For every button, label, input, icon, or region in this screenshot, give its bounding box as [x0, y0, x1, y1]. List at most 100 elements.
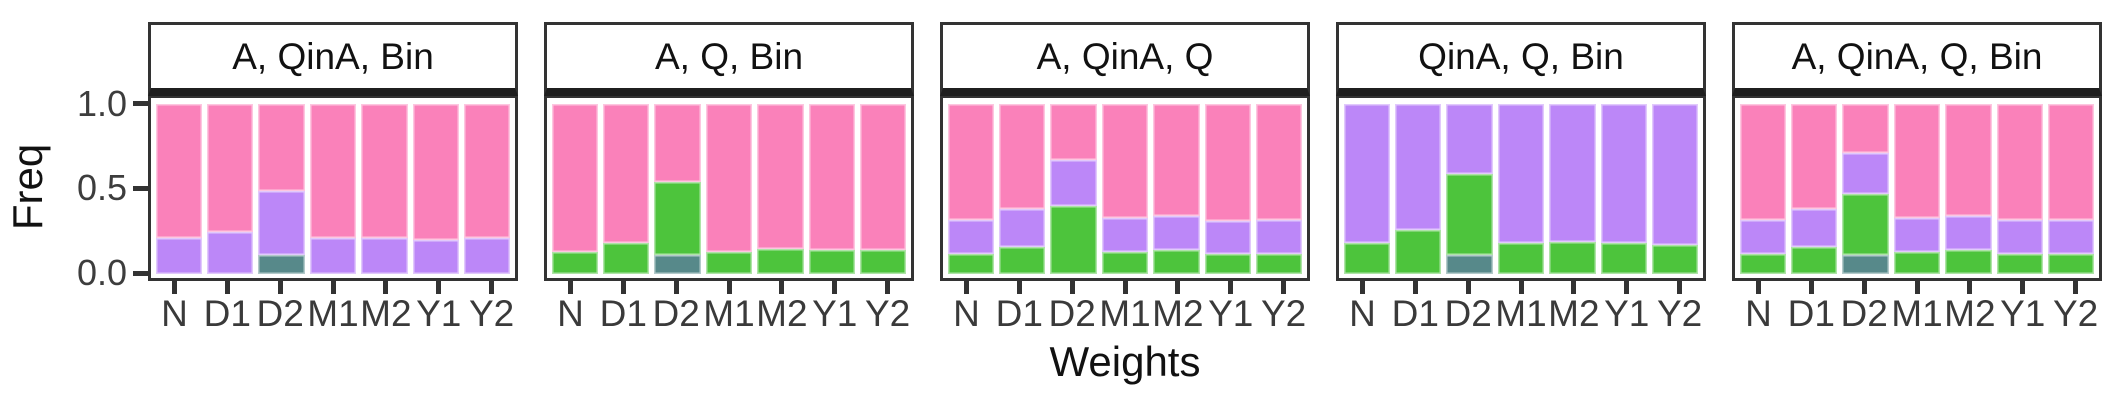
bar-segment-purple — [412, 240, 460, 274]
x-tick-slot — [1785, 281, 1838, 294]
y-tick-label-1.0: 1.0 — [76, 83, 127, 124]
bar-segment-purple — [1893, 217, 1941, 252]
bar-segment-purple — [2048, 219, 2095, 254]
bar-segment-teal — [1446, 255, 1493, 274]
x-tick-mark — [1808, 281, 1814, 294]
x-tick-mark — [1914, 281, 1920, 294]
x-tick-slot — [1046, 281, 1099, 294]
x-ticks-row — [148, 281, 518, 294]
x-tick-mark — [330, 281, 336, 294]
stacked-bar-M2 — [1153, 104, 1200, 274]
stacked-bar-Y1 — [412, 104, 460, 274]
bar-segment-pink — [602, 104, 650, 244]
bar-segment-green — [1600, 243, 1648, 274]
x-tick-label-N: N — [953, 293, 980, 334]
x-tick-label-N: N — [161, 293, 188, 334]
bar-segment-pink — [1204, 104, 1252, 222]
x-tick-labels-row: N D1 D2 M1 M2 Y1 Y2 — [544, 294, 914, 334]
stacked-bar-D1 — [1790, 104, 1838, 274]
x-tick-mark — [1359, 281, 1365, 294]
bar-segment-green — [1497, 243, 1545, 274]
y-tick-mark — [133, 271, 148, 276]
x-tick-label-D1: D1 — [203, 293, 251, 334]
bar-segment-green — [1446, 173, 1493, 256]
x-tick-slot — [465, 281, 518, 294]
bar-segment-green — [808, 250, 856, 274]
bar-segment-pink — [2048, 104, 2095, 220]
x-tick-mark — [489, 281, 495, 294]
x-tick-mark — [1228, 281, 1234, 294]
bar-segment-purple — [1996, 219, 2044, 254]
bar-segment-pink — [361, 104, 408, 239]
stacked-bar-Y1 — [1600, 104, 1648, 274]
x-tick-label-M1: M1 — [1891, 293, 1943, 334]
bar-segment-green — [1153, 250, 1200, 274]
bar-segment-purple — [361, 238, 408, 274]
plot-panel — [940, 96, 1310, 281]
x-tick-mark — [383, 281, 389, 294]
x-tick-slot — [1943, 281, 1996, 294]
bar-segment-purple — [998, 209, 1046, 247]
x-tick-label-Y1: Y1 — [812, 293, 858, 334]
bar-segment-green — [602, 243, 650, 274]
x-tick-label-D1: D1 — [995, 293, 1043, 334]
bar-segment-purple — [464, 238, 511, 274]
x-tick-mark — [224, 281, 230, 294]
bar-segment-pink — [551, 104, 598, 252]
x-tick-labels-row: N D1 D2 M1 M2 Y1 Y2 — [940, 294, 1310, 334]
x-tick-slot — [544, 281, 597, 294]
bar-segment-green — [1945, 250, 1992, 274]
x-tick-mark — [567, 281, 573, 294]
bar-segment-green — [1549, 241, 1596, 274]
stacked-bar-D1 — [206, 104, 254, 274]
x-tick-mark — [832, 281, 838, 294]
bar-segment-pink — [1739, 104, 1786, 220]
bar-segment-green — [2048, 253, 2095, 274]
x-tick-mark — [277, 281, 283, 294]
x-tick-slot — [1151, 281, 1204, 294]
x-ticks-row — [544, 281, 914, 294]
x-tick-slot — [1336, 281, 1389, 294]
x-tick-slot — [1600, 281, 1653, 294]
stacked-bar-D1 — [1394, 104, 1442, 274]
facet-strip-title: A, Q, Bin — [544, 22, 914, 96]
x-tick-mark — [1518, 281, 1524, 294]
x-tick-label-N: N — [557, 293, 584, 334]
x-tick-label-M1: M1 — [307, 293, 359, 334]
x-tick-label-M2: M2 — [1152, 293, 1204, 334]
x-tick-mark — [1175, 281, 1181, 294]
x-tick-mark — [1624, 281, 1630, 294]
stacked-bar-M1 — [1497, 104, 1545, 274]
x-tick-mark — [436, 281, 442, 294]
stacked-bar-M1 — [309, 104, 357, 274]
stacked-bar-M2 — [361, 104, 408, 274]
x-tick-label-N: N — [1349, 293, 1376, 334]
x-tick-slot — [703, 281, 756, 294]
x-tick-slot — [1389, 281, 1442, 294]
x-tick-slot — [940, 281, 993, 294]
x-tick-label-Y1: Y1 — [1208, 293, 1254, 334]
x-tick-mark — [1465, 281, 1471, 294]
x-tick-label-D2: D2 — [1840, 293, 1888, 334]
x-tick-slot — [2049, 281, 2102, 294]
bar-segment-purple — [1101, 217, 1149, 252]
stacked-bar-N — [1343, 104, 1390, 274]
bar-segment-pink — [998, 104, 1046, 210]
stacked-bar-M1 — [705, 104, 753, 274]
stacked-bar-M2 — [1549, 104, 1596, 274]
bar-segment-purple — [1446, 104, 1493, 174]
bar-segment-teal — [1842, 255, 1889, 274]
bar-segment-green — [947, 253, 994, 274]
x-tick-label-D2: D2 — [1444, 293, 1492, 334]
x-tick-label-D2: D2 — [1048, 293, 1096, 334]
plot-panel — [148, 96, 518, 281]
bar-segment-green — [998, 246, 1046, 274]
bar-segment-pink — [808, 104, 856, 251]
bar-segment-green — [1652, 245, 1699, 274]
bar-segment-purple — [1153, 216, 1200, 251]
x-tick-label-D1: D1 — [1787, 293, 1835, 334]
x-tick-mark — [726, 281, 732, 294]
bar-segment-pink — [947, 104, 994, 220]
x-tick-slot — [597, 281, 650, 294]
